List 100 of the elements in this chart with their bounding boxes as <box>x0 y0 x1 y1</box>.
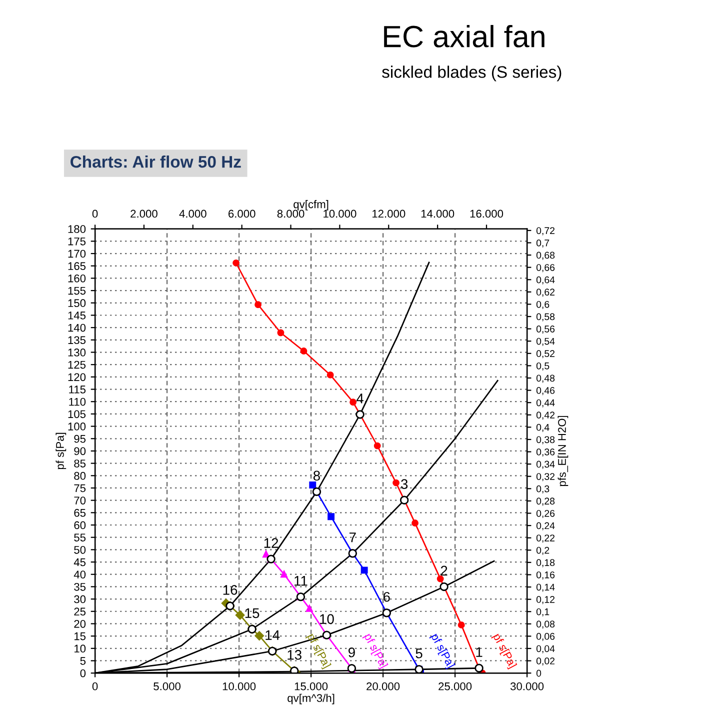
point <box>277 329 284 336</box>
y2-tick-label: 0,06 <box>536 632 555 641</box>
y-tick-label: 65 <box>74 508 86 517</box>
y-tick-label: 175 <box>68 238 86 246</box>
chart-title: EC axial fan <box>384 24 544 48</box>
point <box>254 301 262 308</box>
annotation: 16 <box>223 585 238 595</box>
x-tick-label: 0 <box>92 682 98 690</box>
x2-tick-label: 10.000 <box>324 210 356 218</box>
text: pf s[Pa] <box>429 632 456 670</box>
y2-tick-label: 0,72 <box>536 227 554 236</box>
y-tick-label: 70 <box>74 496 86 504</box>
y-tick-label: 105 <box>68 410 86 418</box>
y-tick-label: 55 <box>74 534 86 542</box>
x2-tick-label: 6.000 <box>228 210 256 218</box>
annotation: 14 <box>266 630 280 640</box>
annotation: 13 <box>288 650 302 660</box>
y2-tick-label: 0,4 <box>536 424 550 432</box>
y2-tick-label: 0,54 <box>536 338 555 346</box>
annotation: 4 <box>356 394 364 404</box>
annotation: 11 <box>294 576 308 586</box>
point <box>306 604 313 612</box>
x2-tick-label: 4.000 <box>179 210 206 218</box>
point <box>350 398 357 406</box>
y-tick-label: 10 <box>74 644 86 653</box>
x-tick-label: 30.000 <box>510 682 544 690</box>
y-tick-label: 50 <box>74 546 86 554</box>
point <box>300 348 308 354</box>
y2-tick-label: 0,48 <box>536 374 555 383</box>
y-tick-label: 20 <box>74 620 86 628</box>
y-tick-label: 115 <box>69 386 86 394</box>
x2-tick-label: 12.000 <box>372 210 406 218</box>
y2-tick-label: 0,58 <box>536 313 555 322</box>
y-axis-title: pf s[Pa] <box>56 432 66 470</box>
point <box>232 259 240 266</box>
point <box>262 550 270 558</box>
annotation: 15 <box>245 608 260 618</box>
y2-tick-label: 0,36 <box>536 448 555 457</box>
point <box>374 442 381 450</box>
y-tick-label: 110 <box>69 398 86 406</box>
y2-tick-label: 0,18 <box>536 559 555 568</box>
y-tick-label: 85 <box>74 460 86 468</box>
y-tick-label: 15 <box>74 632 86 640</box>
y2-axis-title: pfs_E[IN H2O] <box>558 416 568 486</box>
x-axis-title: qv[m^3/h] <box>288 694 334 704</box>
annotation: 3 <box>401 479 408 490</box>
point <box>309 482 316 488</box>
x2-tick-label: 16.000 <box>470 210 504 218</box>
y-tick-label: 165 <box>68 262 86 270</box>
y-tick-label: 5 <box>80 657 86 665</box>
x2-axis-title: qv[cfm] <box>294 200 328 210</box>
y2-tick-label: 0,64 <box>536 276 555 284</box>
y2-tick-label: 0,08 <box>536 620 555 629</box>
y-tick-label: 160 <box>68 274 86 282</box>
y2-tick-label: 0,04 <box>536 645 555 654</box>
y2-tick-label: 0,22 <box>536 534 554 543</box>
point <box>328 513 335 520</box>
y-tick-label: 180 <box>68 225 86 234</box>
point <box>254 631 264 640</box>
y-tick-label: 25 <box>74 608 86 616</box>
y2-tick-label: 0,6 <box>536 300 550 310</box>
y-tick-label: 135 <box>68 336 86 344</box>
y2-tick-label: 0,34 <box>536 460 555 469</box>
y-tick-label: 30 <box>74 595 86 604</box>
y-tick-label: 35 <box>74 582 86 591</box>
y2-tick-label: 0,14 <box>536 584 555 592</box>
annotation: 9 <box>348 647 355 658</box>
y2-tick-label: 0,38 <box>536 436 555 444</box>
y2-tick-label: 0,7 <box>536 240 550 248</box>
y-tick-label: 140 <box>68 324 86 332</box>
y2-tick-label: 0,5 <box>536 362 550 370</box>
y2-tick-label: 0,66 <box>536 264 555 272</box>
text: pf s[Pa] <box>362 632 388 670</box>
y2-tick-label: 0,24 <box>536 522 555 530</box>
y-tick-label: 125 <box>68 360 86 369</box>
y2-tick-label: 0,32 <box>536 473 554 482</box>
x2-tick-label: 0 <box>92 210 98 218</box>
y-tick-label: 155 <box>68 286 86 295</box>
point <box>280 570 288 578</box>
y2-tick-label: 0,16 <box>536 571 555 580</box>
text: Charts: Air flow 50 Hz <box>70 156 241 168</box>
point <box>436 575 444 582</box>
annotation: 2 <box>440 566 448 576</box>
y2-tick-label: 0,52 <box>536 350 554 358</box>
y2-tick-label: 0,44 <box>536 399 555 408</box>
y2-tick-label: 0 <box>536 670 542 677</box>
point <box>412 520 419 527</box>
y2-tick-label: 0,26 <box>536 510 555 518</box>
annotation: 1 <box>476 647 482 657</box>
y2-tick-label: 0,2 <box>536 546 550 555</box>
annotation: 8 <box>313 470 320 481</box>
y2-tick-label: 0,56 <box>536 326 555 334</box>
y-tick-label: 145 <box>68 312 86 320</box>
y-tick-label: 60 <box>74 521 86 530</box>
point <box>235 610 245 620</box>
point <box>458 621 465 628</box>
chart-subtitle: sickled blades (S series) <box>382 66 562 82</box>
y-tick-label: 80 <box>74 472 86 480</box>
y2-tick-label: 0,28 <box>536 498 555 506</box>
annotation: 5 <box>416 648 422 658</box>
